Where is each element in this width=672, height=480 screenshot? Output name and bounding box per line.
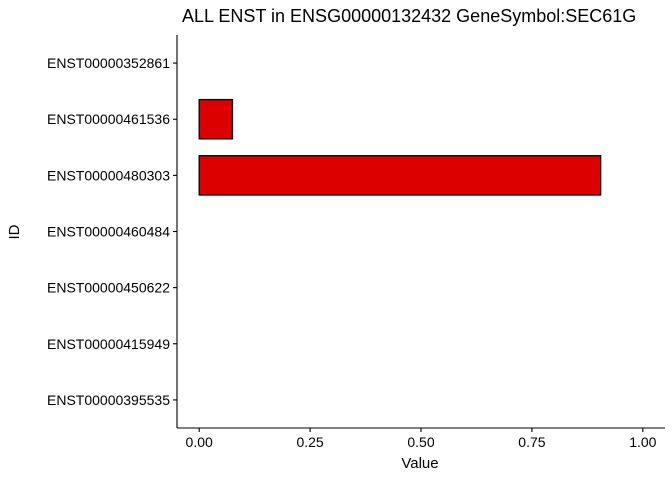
x-tick-label: 0.25 <box>296 434 323 450</box>
x-tick-label: 0.75 <box>518 434 545 450</box>
y-tick-label: ENST00000480303 <box>47 167 170 183</box>
x-tick-label: 0.50 <box>407 434 434 450</box>
y-tick-label: ENST00000460484 <box>47 224 170 240</box>
y-tick-label: ENST00000461536 <box>47 111 170 127</box>
bars-layer <box>198 98 602 196</box>
bar-ENST00000461536 <box>198 98 234 140</box>
x-tick-label: 1.00 <box>629 434 656 450</box>
x-axis: 0.00 0.25 0.50 0.75 1.00 <box>177 427 665 450</box>
chart-title: ALL ENST in ENSG00000132432 GeneSymbol:S… <box>182 6 636 26</box>
y-tick-label: ENST00000450622 <box>47 280 170 296</box>
y-tick-label: ENST00000352861 <box>47 55 170 71</box>
y-axis-title: ID <box>6 224 23 239</box>
y-axis: ENST00000352861 ENST00000461536 ENST000004… <box>47 35 178 428</box>
bar-ENST00000480303 <box>198 155 602 196</box>
y-tick-label: ENST00000395535 <box>47 392 170 408</box>
y-tick-label: ENST00000415949 <box>47 336 170 352</box>
x-axis-title: Value <box>401 455 438 472</box>
x-tick-label: 0.00 <box>186 434 213 450</box>
